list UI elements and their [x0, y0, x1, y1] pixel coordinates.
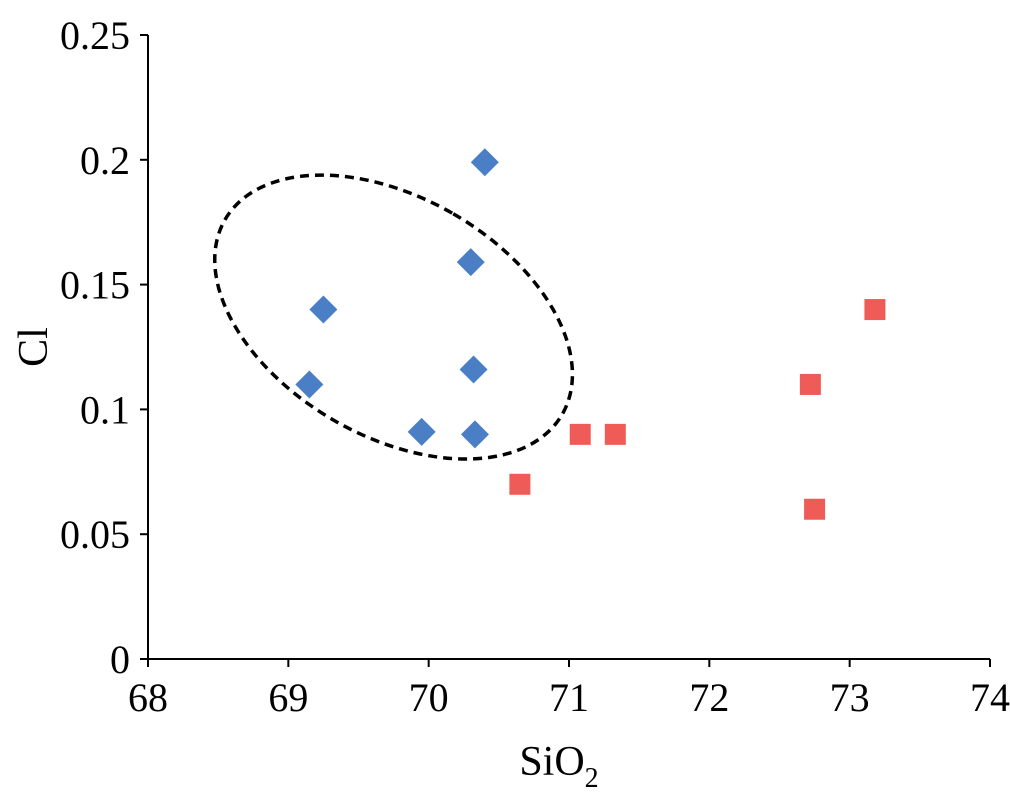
data-points	[295, 148, 886, 520]
y-tick-label: 0.2	[80, 138, 130, 183]
y-tick-label: 0.15	[60, 263, 130, 308]
diamond-point	[309, 295, 338, 324]
square-point	[799, 373, 821, 395]
x-tick-label: 71	[549, 675, 589, 720]
dashed-ellipse-annotation	[212, 173, 575, 461]
x-tick-label: 68	[128, 675, 168, 720]
diamond-point	[470, 148, 499, 177]
annotation-layer	[212, 173, 575, 461]
x-tick-label: 72	[689, 675, 729, 720]
square-point	[509, 473, 531, 495]
x-tick-label: 70	[409, 675, 449, 720]
x-tick-label: 73	[830, 675, 870, 720]
diamond-point	[460, 420, 489, 449]
square-point	[569, 423, 591, 445]
square-point	[604, 423, 626, 445]
diamond-point	[456, 248, 485, 277]
y-tick-label: 0.25	[60, 13, 130, 58]
x-tick-label: 74	[970, 675, 1010, 720]
diamond-point	[459, 355, 488, 384]
y-axis-label: Cl	[11, 327, 57, 367]
y-tick-label: 0	[110, 637, 130, 682]
diamond-point	[407, 417, 436, 446]
axes	[140, 34, 991, 667]
y-tick-label: 0.05	[60, 512, 130, 557]
x-tick-label: 69	[268, 675, 308, 720]
y-tick-label: 0.1	[80, 387, 130, 432]
square-point	[864, 299, 886, 321]
tick-labels: 0 0.05 0.1 0.15 0.2 0.25 68 69 70 71 72 73 74	[60, 13, 1010, 720]
x-axis-label: SiO2	[519, 739, 598, 794]
square-point	[804, 498, 826, 520]
diamond-point	[295, 370, 324, 399]
